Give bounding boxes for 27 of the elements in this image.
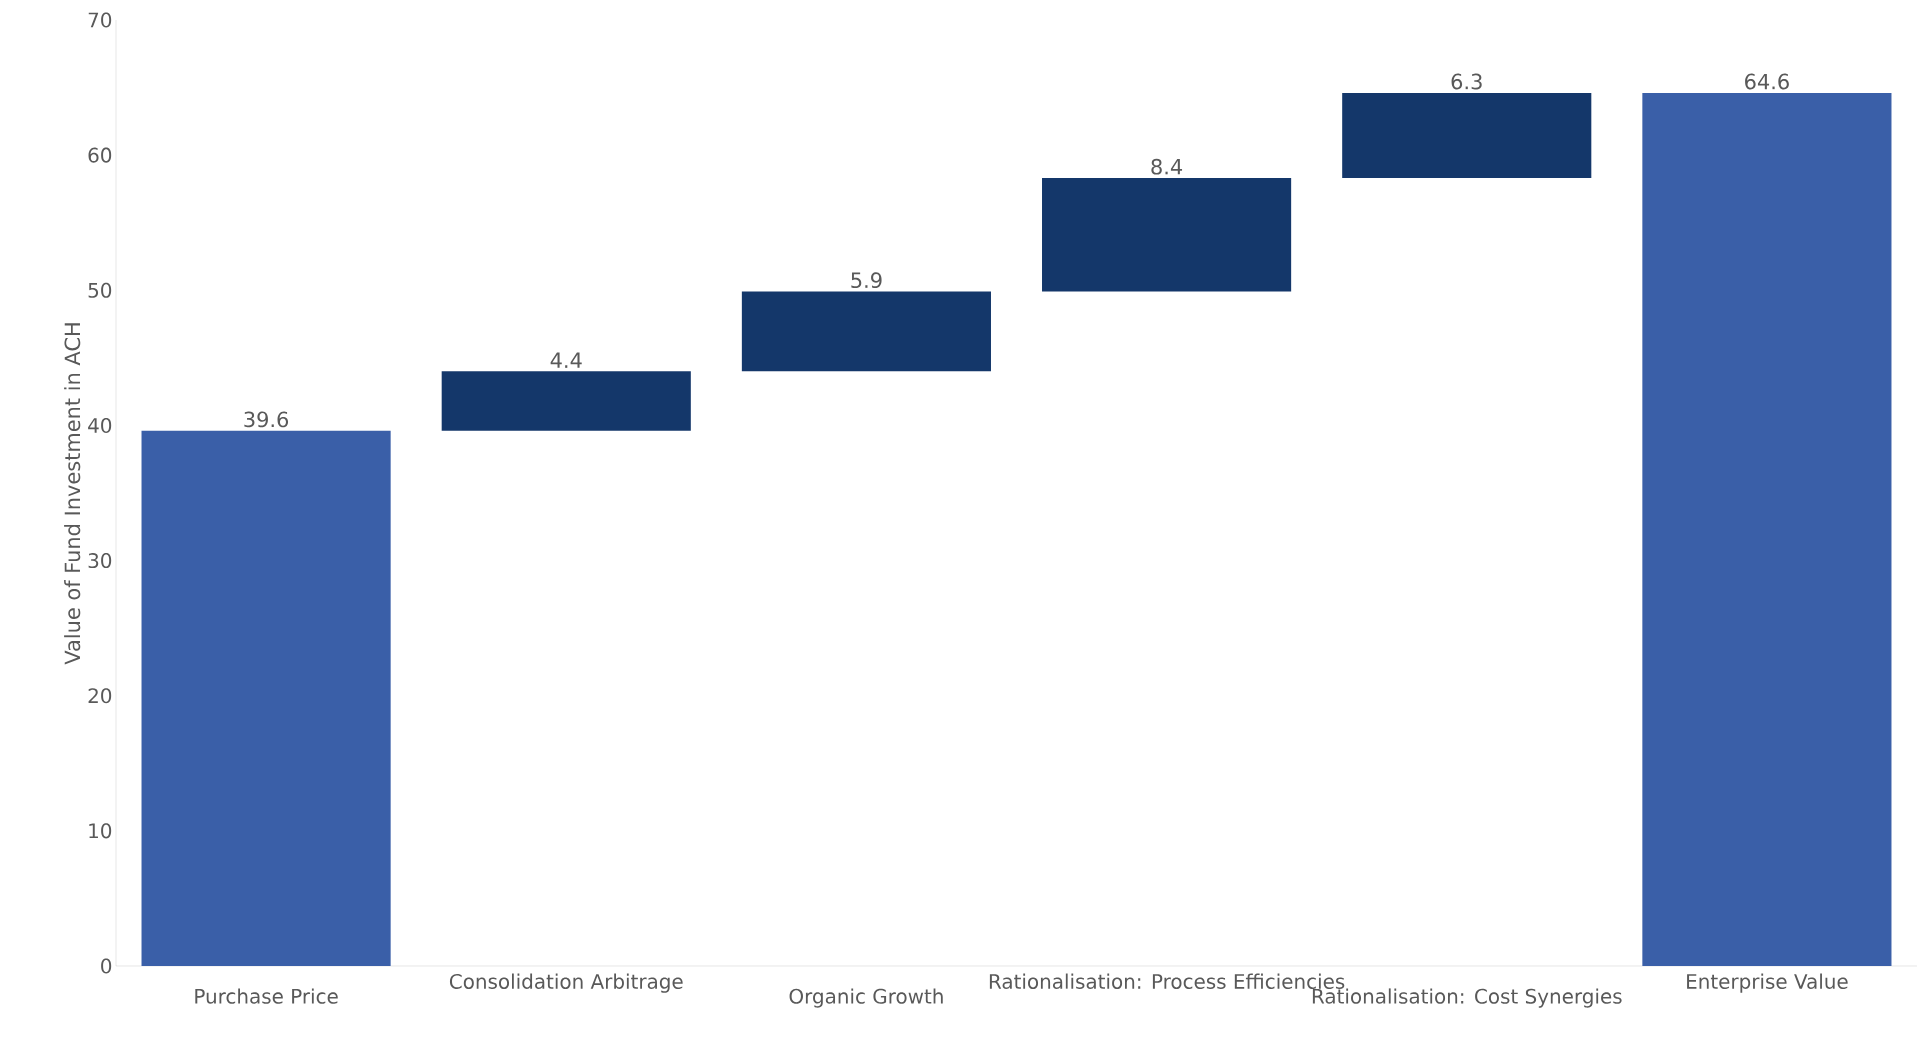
y-tick-label: 60 (88, 147, 112, 163)
y-tick-label: 40 (88, 417, 112, 433)
data-label: 64.6 (1745, 73, 1789, 90)
data-label: 8.4 (1151, 158, 1183, 175)
bar (141, 430, 391, 966)
y-axis-title: Value of Fund Investment in ACH (64, 323, 81, 665)
y-tick-label: 0 (101, 958, 112, 974)
bar (441, 371, 691, 431)
x-tick-label: Consolidation Arbitrage (449, 973, 683, 993)
x-tick-label: Purchase Price (195, 988, 338, 1004)
data-label: 39.6 (244, 411, 289, 428)
bar (1342, 92, 1592, 179)
x-tick-label: Rationalisation: Process Efficiencies (989, 973, 1345, 989)
y-tick-label: 50 (88, 282, 112, 298)
bar (741, 291, 991, 372)
data-label: 4.4 (550, 352, 582, 368)
data-label: 5.9 (851, 272, 882, 289)
bar (1042, 178, 1292, 292)
y-tick-label: 10 (89, 823, 112, 839)
bar (1642, 92, 1892, 966)
x-tick-label: Organic Growth (789, 988, 943, 1008)
y-tick-label: 30 (88, 553, 112, 569)
x-tick-label: Enterprise Value (1687, 973, 1848, 993)
x-tick-label: Rationalisation: Cost Synergies (1312, 988, 1622, 1008)
y-tick-label: 20 (88, 688, 112, 704)
data-label: 6.3 (1451, 73, 1482, 90)
y-tick-label: 70 (88, 12, 112, 28)
